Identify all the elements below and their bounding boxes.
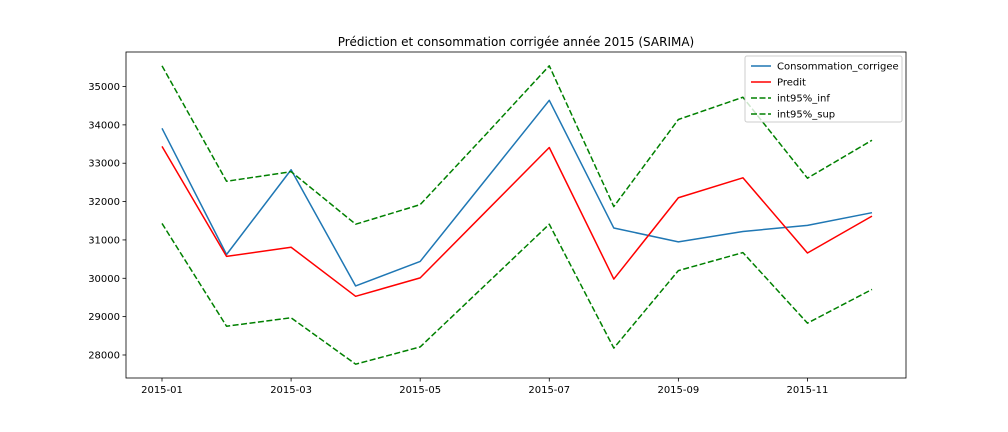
x-tick-label-4: 2015-09 <box>657 385 699 396</box>
y-tick-label-7: 35000 <box>88 82 120 93</box>
axes: 28000 29000 30000 31000 32000 33000 34000 35000… <box>88 51 907 396</box>
legend-label-3: int95%_sup <box>777 110 835 121</box>
x-tick-label-2: 2015-05 <box>399 385 441 396</box>
x-tick-label-1: 2015-03 <box>270 385 312 396</box>
y-tick-label-4: 32000 <box>88 197 120 208</box>
y-tick-label-5: 33000 <box>88 159 120 170</box>
chart-title: Prédiction et consommation corrigée anné… <box>338 35 694 49</box>
x-tick-label-3: 2015-07 <box>528 385 570 396</box>
legend-label-1: Predit <box>777 78 806 89</box>
legend-label-0: Consommation_corrigee <box>777 62 899 73</box>
y-tick-label-0: 28000 <box>88 350 120 361</box>
legend: Consommation_corrigee Predit int95%_infint… <box>744 55 903 123</box>
y-tick-label-3: 31000 <box>88 235 120 246</box>
y-tick-label-6: 34000 <box>88 120 120 131</box>
series-line-1 <box>161 145 873 298</box>
x-tick-label-0: 2015-01 <box>141 385 183 396</box>
legend-label-2: int95%_inf <box>777 94 830 105</box>
series-line-3 <box>161 223 873 365</box>
axes-frame <box>125 51 907 379</box>
legend-box <box>744 55 903 123</box>
y-tick-label-1: 29000 <box>88 312 120 323</box>
y-tick-label-2: 30000 <box>88 274 120 285</box>
series-line-0 <box>161 99 873 287</box>
x-tick-label-5: 2015-11 <box>787 385 829 396</box>
